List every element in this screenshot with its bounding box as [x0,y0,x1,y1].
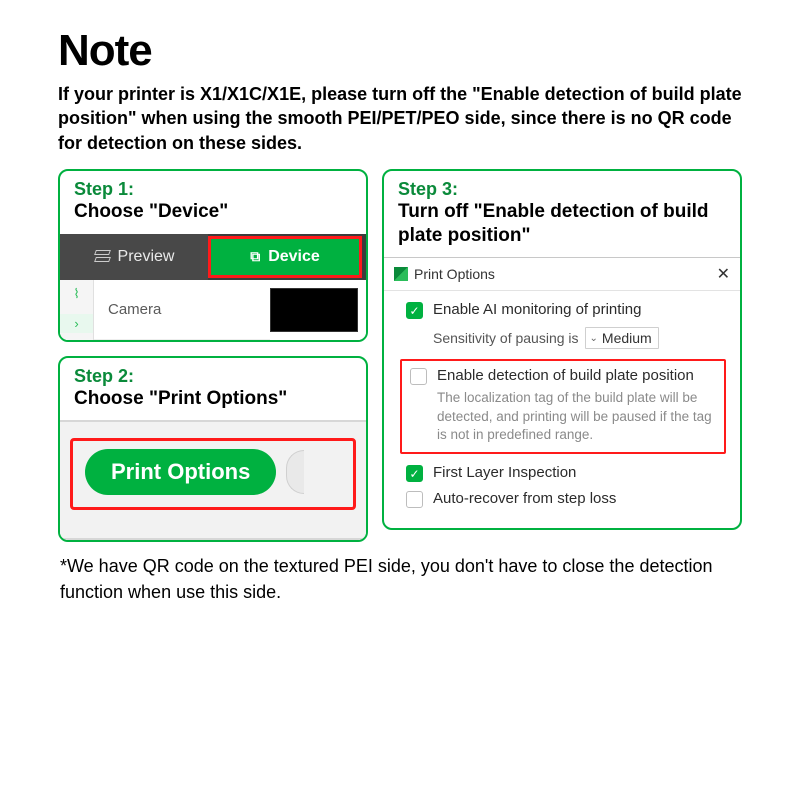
step3-card: Step 3: Turn off "Enable detection of bu… [382,169,742,530]
step1-label: Step 1: [74,179,352,200]
step3-label: Step 3: [398,179,726,200]
sensitivity-label: Sensitivity of pausing is [433,330,579,346]
option-first-layer[interactable]: ✓ First Layer Inspection [406,464,726,482]
sensitivity-select[interactable]: ⌄ Medium [585,327,659,349]
sensitivity-row: Sensitivity of pausing is ⌄ Medium [433,327,726,349]
chevron-down-icon: ⌄ [590,333,598,344]
app-logo-icon [394,267,408,281]
camera-preview-thumb [270,288,358,332]
option-detect-label: Enable detection of build plate position [437,367,694,384]
option-ai-monitoring[interactable]: ✓ Enable AI monitoring of printing [406,301,726,319]
tab-preview[interactable]: Preview [60,234,208,280]
step2-card: Step 2: Choose "Print Options" Print Opt… [58,356,368,543]
option-detect-desc: The localization tag of the build plate … [437,389,716,444]
tab-device[interactable]: ⧉ Device [208,236,362,278]
step2-label: Step 2: [74,366,352,387]
step3-screenshot: Print Options ✕ ✓ Enable AI monitoring o… [384,257,740,528]
stack-icon [94,250,110,264]
wifi-icon: ⌇ [73,286,79,302]
option-detect-plate[interactable]: Enable detection of build plate position [410,367,716,385]
adjacent-button-partial [286,450,304,494]
option-ai-label: Enable AI monitoring of printing [433,301,641,318]
checkbox-unchecked-icon[interactable] [406,491,423,508]
dialog-title: Print Options [414,266,495,282]
checkbox-checked-icon[interactable]: ✓ [406,302,423,319]
sensitivity-value: Medium [602,330,652,346]
page-subtitle: If your printer is X1/X1C/X1E, please tu… [58,82,742,155]
device-icon: ⧉ [250,248,260,265]
highlight-box: Enable detection of build plate position… [400,359,726,454]
option-auto-recover-label: Auto-recover from step loss [433,490,616,507]
page-title: Note [58,26,742,76]
step1-card: Step 1: Choose "Device" Preview ⧉ Device [58,169,368,342]
tab-device-label: Device [268,248,320,266]
step2-screenshot: Print Options [60,420,366,540]
highlight-box: Print Options [70,438,356,510]
chevron-right-icon[interactable]: › [60,314,93,333]
checkbox-checked-icon[interactable]: ✓ [406,465,423,482]
step1-screenshot: Preview ⧉ Device ⌇ › Camera [60,234,366,340]
checkbox-unchecked-icon[interactable] [410,368,427,385]
camera-label: Camera [108,301,161,318]
sidebar-strip: ⌇ › [60,280,94,340]
print-options-button[interactable]: Print Options [85,449,276,495]
step1-text: Choose "Device" [74,200,352,224]
steps-grid: Step 1: Choose "Device" Preview ⧉ Device [58,169,742,543]
tab-preview-label: Preview [118,248,175,266]
footnote: *We have QR code on the textured PEI sid… [58,554,742,604]
step3-text: Turn off "Enable detection of build plat… [398,200,726,248]
close-icon[interactable]: ✕ [717,264,730,284]
print-options-dialog: Print Options ✕ ✓ Enable AI monitoring o… [384,257,740,528]
option-first-layer-label: First Layer Inspection [433,464,576,481]
camera-row[interactable]: Camera [94,280,270,340]
option-auto-recover[interactable]: Auto-recover from step loss [406,490,726,508]
step2-text: Choose "Print Options" [74,387,352,411]
